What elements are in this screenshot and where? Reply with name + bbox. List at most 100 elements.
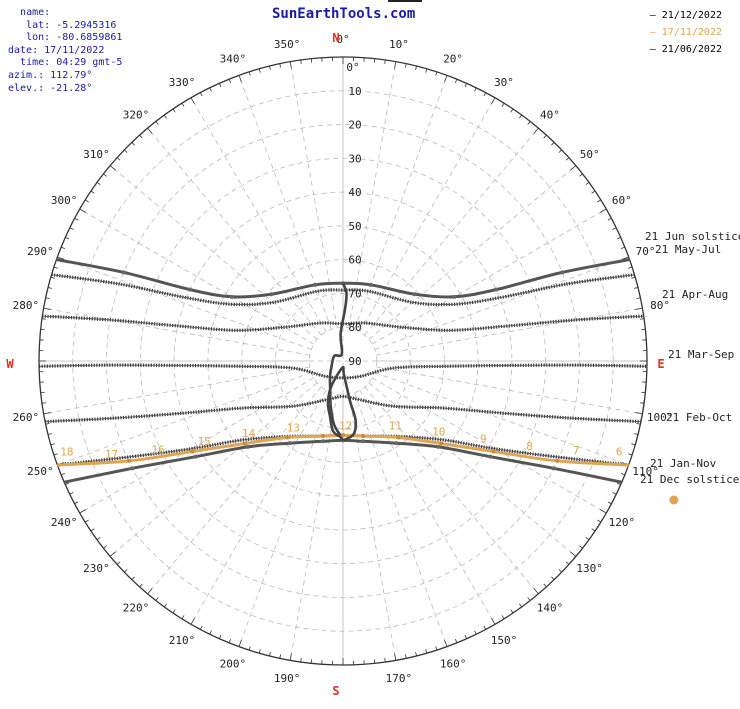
azimuth-line [190, 97, 327, 332]
hour-label: 12 [339, 419, 352, 432]
info-name: name: [8, 7, 122, 20]
horizon-tick [43, 412, 51, 415]
legend-label: 21/06/2022 [661, 44, 722, 55]
horizon-tick [543, 583, 547, 588]
horizon-tick [181, 615, 185, 620]
elevation-tick-label: 70 [348, 287, 361, 300]
azimuth-tick-label: 100° [647, 411, 674, 424]
legend-item-jun[interactable]: – 21/06/2022 [650, 41, 722, 58]
hour-dot [452, 294, 457, 299]
hour-dot [361, 434, 366, 439]
curve-label-jun: 21 Jun solstice [645, 230, 740, 243]
horizon-tick [163, 114, 167, 119]
azimuth-line [372, 208, 607, 345]
horizon-tick [474, 630, 477, 635]
horizon-tick [628, 266, 633, 269]
azimuth-tick-label: 250° [27, 465, 54, 478]
curve-label-dec: 21 Dec solstice [640, 473, 739, 486]
horizon-tick [116, 561, 121, 565]
elevation-tick-label: 30 [348, 152, 361, 165]
legend-item-nov[interactable]: – 17/11/2022 [650, 24, 722, 41]
horizon-tick [455, 78, 458, 83]
site-title[interactable]: SunEarthTools.com [272, 6, 416, 22]
azimuth-tick-label: 280° [13, 299, 40, 312]
analemma [326, 365, 358, 442]
info-lat-label: lat: [26, 19, 51, 31]
azimuth-line [43, 366, 310, 415]
horizon-tick [591, 190, 596, 194]
hour-dot [245, 444, 250, 449]
horizon-tick [551, 142, 555, 146]
horizon-tick [163, 603, 167, 608]
hour-label: 15 [198, 435, 211, 448]
horizon-tick [633, 287, 639, 289]
azimuth-line [368, 382, 577, 557]
horizon-tick [147, 588, 153, 595]
hour-dot [439, 441, 444, 446]
info-lon: lon: -80.6859861 [8, 32, 122, 45]
horizon-tick [621, 246, 626, 249]
info-panel: name: lat: -5.2945316 lon: -80.6859861 d… [8, 7, 122, 95]
azimuth-tick-label: 20° [443, 52, 463, 65]
horizon-tick [238, 639, 242, 647]
sun-path-curves [38, 258, 648, 484]
horizon-tick [570, 165, 577, 171]
azimuth-line [368, 165, 577, 340]
hour-dot [551, 466, 556, 471]
info-lon-value: -80.6859861 [56, 32, 123, 44]
horizon-tick [621, 473, 626, 476]
horizon-tick [527, 597, 531, 601]
compass-north: N [332, 31, 339, 45]
horizon-tick [483, 625, 487, 630]
horizon-tick [139, 583, 143, 588]
horizon-tick [415, 651, 417, 657]
horizon-tick [394, 653, 397, 661]
horizon-tick [79, 509, 86, 514]
info-date: date: 17/11/2022 [8, 45, 122, 58]
horizon-tick [218, 83, 222, 88]
azimuth-line [109, 165, 318, 340]
curve-label-may: 21 May-Jul [655, 243, 721, 256]
info-azim: azim.: 112.79° [8, 70, 122, 83]
hour-label: 7 [573, 444, 580, 457]
azimuth-tick-label: 350° [274, 38, 301, 51]
azimuth-line [238, 75, 332, 330]
compass-south: S [332, 684, 339, 698]
horizon-tick [633, 433, 639, 435]
polar-grid [38, 56, 648, 666]
info-azim-value: 112.79° [50, 69, 93, 81]
azimuth-tick-label: 330° [169, 76, 196, 89]
horizon-tick [47, 433, 53, 435]
horizon-tick [464, 83, 468, 88]
horizon-tick [585, 537, 590, 541]
horizon-tick [103, 545, 107, 549]
horizon-tick [209, 87, 212, 92]
azimuth-tick-label: 10° [389, 38, 409, 51]
horizon-tick [597, 199, 602, 203]
horizon-tick [57, 256, 65, 260]
horizon-tick [155, 121, 159, 125]
horizon-tick [199, 92, 203, 97]
azimuth-tick-label: 310° [83, 148, 110, 161]
azimuth-line [374, 372, 629, 466]
horizon-tick [300, 658, 302, 663]
horizon-tick [591, 528, 596, 532]
legend-item-dec[interactable]: – 21/12/2022 [650, 7, 722, 24]
azimuth-tick-label: 320° [123, 108, 150, 121]
azimuth-line [79, 377, 314, 514]
horizon-tick [597, 519, 602, 523]
hour-label: 16 [151, 443, 164, 456]
horizon-tick [558, 149, 562, 153]
hour-dot [560, 270, 565, 275]
azimuth-tick-label: 40° [540, 108, 560, 121]
horizon-tick [579, 545, 583, 549]
horizon-tick [640, 318, 645, 320]
azimuth-tick-label: 50° [580, 148, 600, 161]
horizon-tick [147, 127, 153, 134]
hour-label: 9 [480, 433, 487, 446]
hour-label: 11 [389, 420, 402, 433]
horizon-tick [491, 618, 496, 625]
horizon-tick [384, 59, 386, 64]
horizon-tick [394, 61, 397, 69]
horizon-tick [116, 157, 121, 161]
